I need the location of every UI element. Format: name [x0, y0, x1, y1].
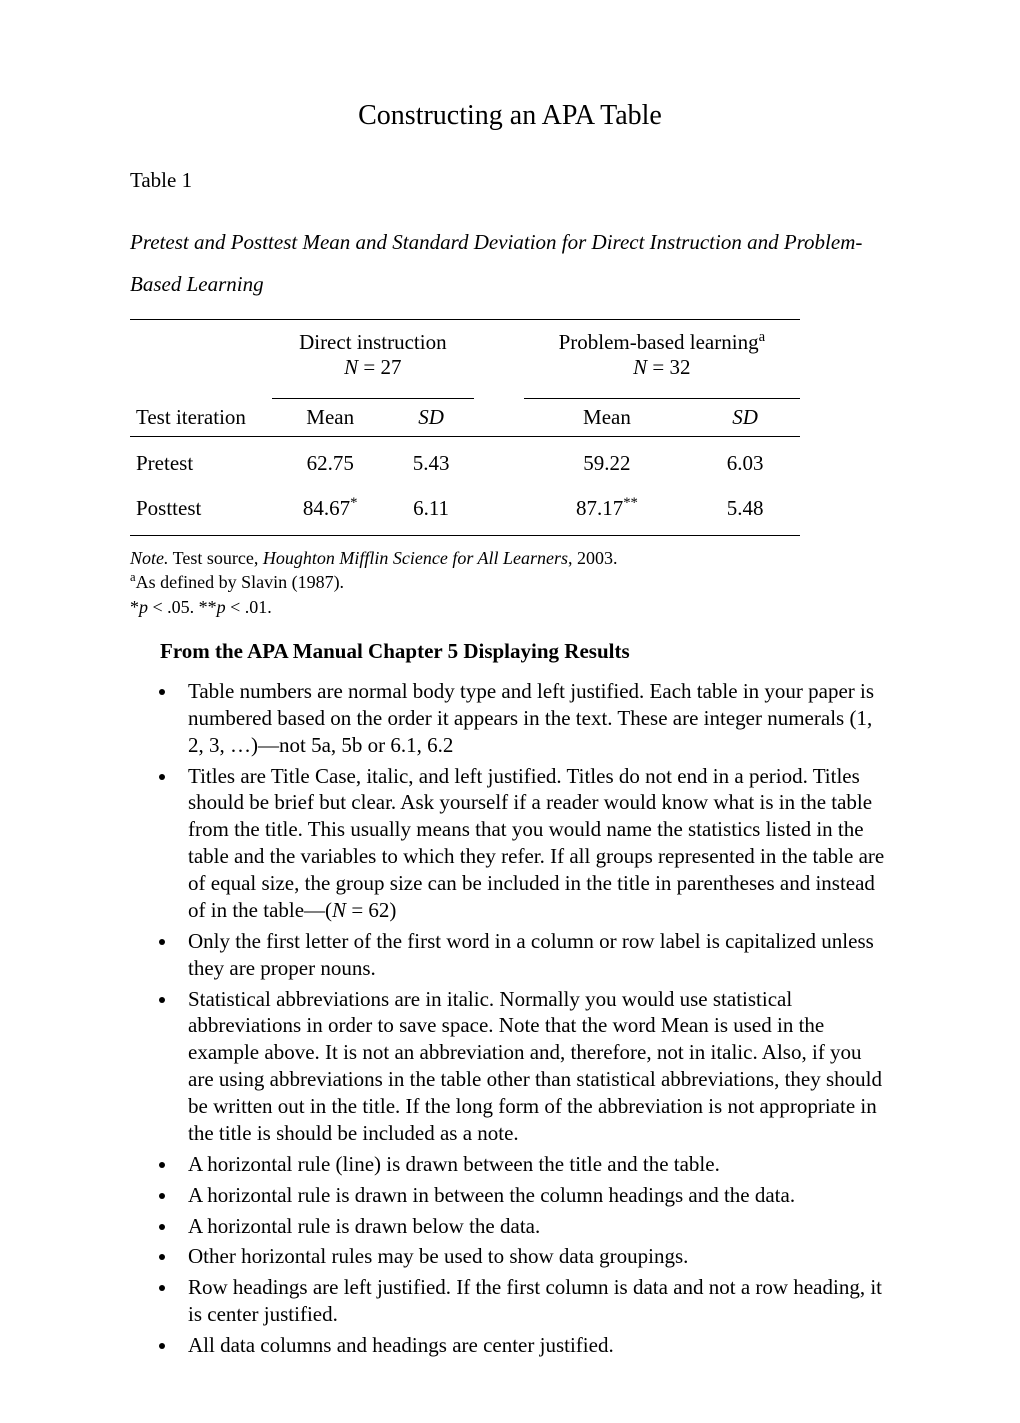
sig-a: * — [130, 597, 139, 617]
page: Constructing an APA Table Table 1 Pretes… — [0, 0, 1020, 1423]
sig-c: < .05. ** — [148, 597, 217, 617]
list-item: Titles are Title Case, italic, and left … — [178, 763, 890, 924]
note-suffix: , 2003. — [568, 548, 618, 568]
list-item: All data columns and headings are center… — [178, 1332, 890, 1359]
group2-sup: a — [759, 329, 766, 345]
note-text: Test source, — [169, 548, 263, 568]
group2-mean-head: Mean — [524, 399, 690, 437]
cell-mean: 62.75 — [307, 451, 354, 475]
bullet-list: Table numbers are normal body type and l… — [178, 678, 890, 1359]
sig-p1: p — [139, 597, 148, 617]
apa-table: Direct instruction N = 27 Problem-based … — [130, 319, 800, 536]
section-heading: From the APA Manual Chapter 5 Displaying… — [160, 639, 890, 664]
note-defn: As defined by Slavin (1987). — [136, 572, 344, 592]
note-source: Houghton Mifflin Science for All Learner… — [263, 548, 568, 568]
cell-sd: 5.48 — [690, 482, 800, 536]
stub-head: Test iteration — [130, 399, 272, 437]
group2-sd-head: SD — [690, 399, 800, 437]
sig-e: < .01. — [226, 597, 272, 617]
list-item: Table numbers are normal body type and l… — [178, 678, 890, 759]
cell-sd: 6.11 — [388, 482, 473, 536]
table-row: Pretest 62.75 5.43 59.22 6.03 — [130, 437, 800, 483]
list-item: A horizontal rule is drawn in between th… — [178, 1182, 890, 1209]
cell-sd: 5.43 — [388, 437, 473, 483]
group1-sd-head: SD — [388, 399, 473, 437]
sig-p2: p — [217, 597, 226, 617]
cell-sd: 6.03 — [690, 437, 800, 483]
row-label: Pretest — [130, 437, 272, 483]
group2-label: Problem-based learning — [559, 330, 759, 354]
list-item: A horizontal rule (line) is drawn betwee… — [178, 1151, 890, 1178]
list-item: Only the first letter of the first word … — [178, 928, 890, 982]
cell-mean: 87.17 — [576, 496, 623, 520]
group1-n-prefix: N — [344, 355, 358, 379]
cell-mean: 59.22 — [583, 451, 630, 475]
table-notes: Note. Test source, Houghton Mifflin Scie… — [130, 546, 890, 619]
document-title: Constructing an APA Table — [130, 100, 890, 132]
list-item: A horizontal rule is drawn below the dat… — [178, 1213, 890, 1240]
list-item: Other horizontal rules may be used to sh… — [178, 1243, 890, 1270]
cell-sup: * — [350, 495, 357, 511]
table-number: Table 1 — [130, 168, 890, 193]
list-item: Statistical abbreviations are in italic.… — [178, 986, 890, 1147]
cell-mean: 84.67 — [303, 496, 350, 520]
cell-sup: ** — [623, 495, 638, 511]
table-row: Posttest 84.67* 6.11 87.17** 5.48 — [130, 482, 800, 536]
note-prefix: Note. — [130, 548, 169, 568]
group2-n-prefix: N — [633, 355, 647, 379]
group1-label: Direct instruction — [299, 330, 447, 354]
table-title: Pretest and Posttest Mean and Standard D… — [130, 221, 890, 305]
group1-n: = 27 — [358, 355, 401, 379]
group2-n: = 32 — [647, 355, 690, 379]
group1-mean-head: Mean — [272, 399, 388, 437]
row-label: Posttest — [130, 482, 272, 536]
